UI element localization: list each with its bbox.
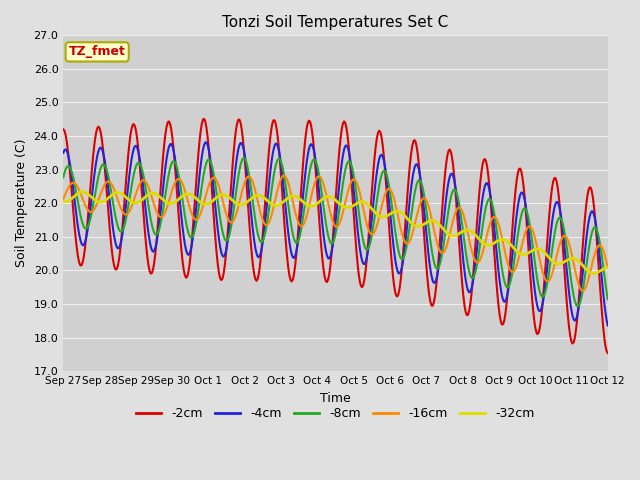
Text: TZ_fmet: TZ_fmet [68, 46, 125, 59]
Y-axis label: Soil Temperature (C): Soil Temperature (C) [15, 139, 28, 267]
Legend: -2cm, -4cm, -8cm, -16cm, -32cm: -2cm, -4cm, -8cm, -16cm, -32cm [131, 402, 540, 425]
Title: Tonzi Soil Temperatures Set C: Tonzi Soil Temperatures Set C [222, 15, 449, 30]
X-axis label: Time: Time [320, 392, 351, 405]
